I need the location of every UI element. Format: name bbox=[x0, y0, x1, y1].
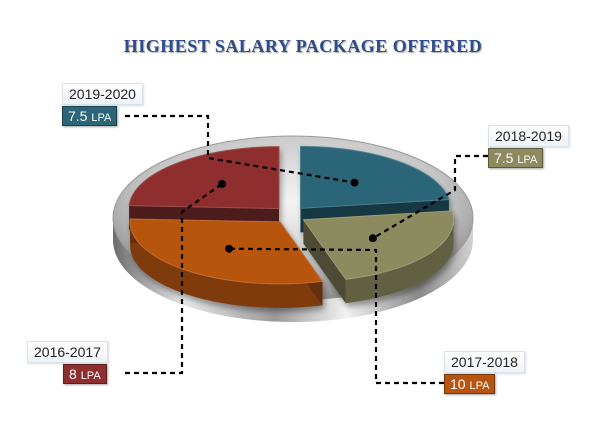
slice-cut bbox=[303, 219, 346, 304]
value-label: 7.5 LPA bbox=[488, 148, 544, 168]
category-label: 2016-2017 bbox=[27, 341, 108, 363]
value-label: 8 LPA bbox=[63, 364, 107, 384]
leader-line-2016-2017 bbox=[125, 183, 223, 375]
slice-side bbox=[130, 221, 323, 308]
leader-dot bbox=[225, 244, 234, 253]
slice-side bbox=[345, 219, 454, 304]
category-label: 2019-2020 bbox=[62, 83, 143, 105]
leader-dot bbox=[218, 179, 227, 188]
pie-slice-2018-2019 bbox=[302, 210, 454, 304]
leader-line-2017-2018 bbox=[229, 247, 444, 385]
slice-top bbox=[302, 210, 454, 280]
leader-line-2019-2020 bbox=[125, 114, 355, 184]
slice-top bbox=[128, 146, 280, 210]
category-label: 2017-2018 bbox=[444, 351, 525, 373]
value-label: 7.5 LPA bbox=[62, 106, 118, 126]
leader-dot bbox=[350, 178, 359, 187]
category-label: 2018-2019 bbox=[488, 125, 569, 147]
leader-line-2018-2019 bbox=[372, 154, 488, 240]
value-label: 10 LPA bbox=[444, 374, 496, 394]
slice-top bbox=[299, 145, 450, 209]
chart-title: HIGHEST SALARY PACKAGE OFFERED bbox=[123, 36, 483, 56]
leader-dot bbox=[368, 234, 377, 243]
